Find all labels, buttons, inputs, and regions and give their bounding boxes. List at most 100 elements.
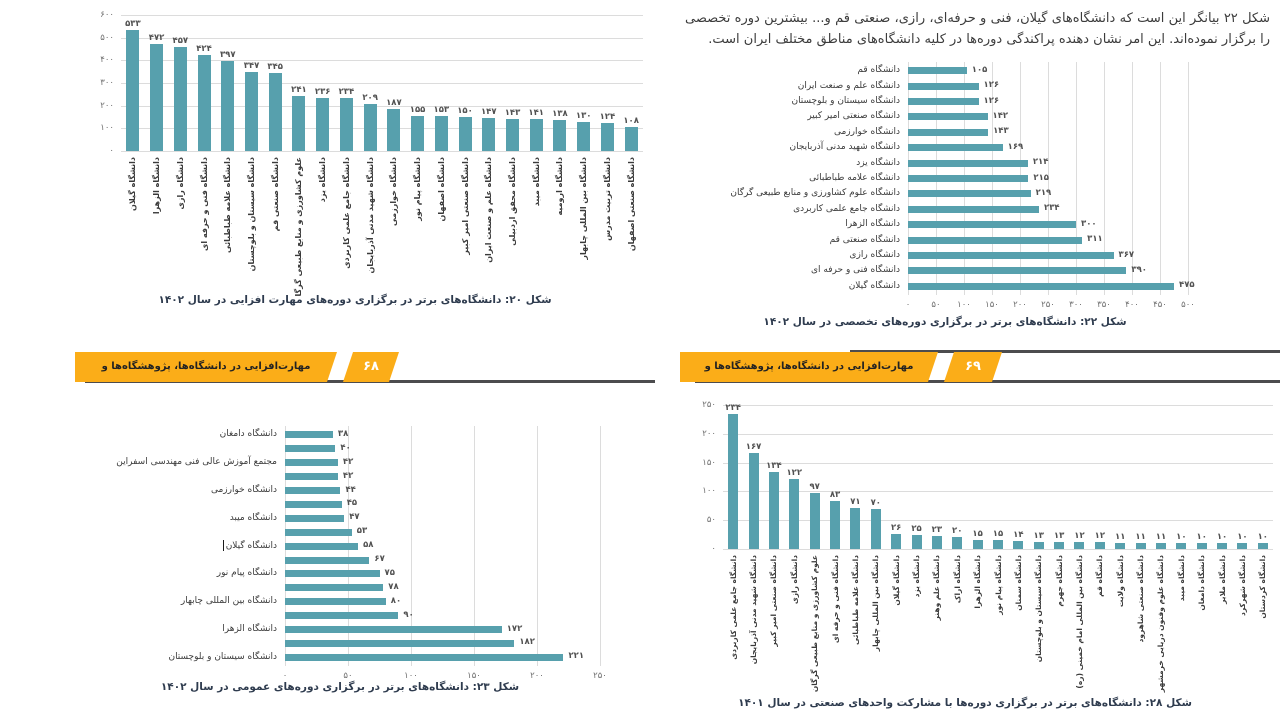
category-label: دانشگاه میبد xyxy=(1176,555,1186,602)
bar xyxy=(339,97,353,151)
category-label: علوم کشاورزی و منابع طبیعی گرگان xyxy=(294,157,304,297)
category-label: دانشگاه یزد xyxy=(912,555,922,598)
bar-value-label: ۲۱۴ xyxy=(1032,157,1049,168)
bar xyxy=(285,626,502,634)
bar xyxy=(285,528,352,536)
bar-value-label: ۱۲۲ xyxy=(786,467,803,478)
category-label: دانشگاه پیام نور xyxy=(993,555,1003,615)
bar xyxy=(600,122,614,151)
bar-value-label: ۳۱۱ xyxy=(1087,234,1103,245)
bar xyxy=(748,452,759,549)
bar xyxy=(285,487,341,495)
category-label: دانشگاه دامغان xyxy=(1197,555,1207,611)
bar-value-label: ۱۷۲ xyxy=(506,623,523,634)
bar xyxy=(173,47,187,151)
category-label: دانشگاه جامع علمی کاربردی xyxy=(728,555,738,660)
category-label: دانشگاه اراک xyxy=(952,555,962,604)
bar xyxy=(908,128,989,136)
bar xyxy=(768,471,779,549)
bar xyxy=(789,478,800,549)
category-label: دانشگاه دامغان xyxy=(219,429,277,440)
bar-value-label: ۴۲ xyxy=(342,456,354,467)
bar-value-label: ۴۵ xyxy=(346,498,358,509)
gridline xyxy=(723,520,1273,522)
gridline xyxy=(121,128,643,130)
gridline xyxy=(121,15,643,16)
category-label: دانشگاه شهید مدنی آذربایجان xyxy=(365,157,375,274)
figure-22-chart: ۰ ۵۰ ۱۰۰ ۱۵۰ ۲۰۰ ۲۵۰ ۳۰۰ ۳۵۰ ۴۰۰ ۴۵۰ ۵۰۰ ۱۰۵ دانشگاه… xyxy=(695,58,1200,310)
x-axis-tick-label: ۵۰ xyxy=(931,300,941,310)
bar xyxy=(285,639,515,647)
bar-value-label: ۱۵ xyxy=(992,529,1004,540)
bar-value-label: ۱۱ xyxy=(1135,531,1146,542)
y-axis-tick-label: ۴۰۰ xyxy=(100,55,114,66)
bar xyxy=(1257,543,1268,549)
category-label: دانشگاه علوم کشاورزی و منابع طبیعی گرگان xyxy=(730,188,900,199)
category-label: دانشگاه صنعتی شاهرود xyxy=(1136,555,1146,643)
y-axis-tick-label: ۲۰۰ xyxy=(702,428,716,439)
category-label: دانشگاه ارومیه xyxy=(555,157,565,216)
category-label: دانشگاه سیستان و بلوچستان xyxy=(1034,555,1044,663)
bar xyxy=(908,282,1174,290)
bar-value-label: ۶۷ xyxy=(374,554,385,565)
bar-value-label: ۴۴ xyxy=(345,484,356,495)
bar xyxy=(553,119,567,151)
bar xyxy=(411,115,425,151)
bar-value-label: ۱۳۰ xyxy=(575,110,592,121)
category-label: دانشگاه علامه طباطبائی xyxy=(850,555,860,645)
x-axis-tick-label: ۱۰۰ xyxy=(957,300,971,310)
bar xyxy=(908,190,1031,198)
y-axis-tick-label: ۶۰۰ xyxy=(100,10,114,20)
bar-value-label: ۱۵۰ xyxy=(457,106,473,116)
bar-value-label: ۱۴ xyxy=(1013,529,1024,540)
y-axis-tick-label: ۰ xyxy=(109,146,114,156)
gridline xyxy=(411,426,412,666)
section-banner-right: مهارت‌افزایی در دانشگاه‌ها، پژوهشگاه‌ها … xyxy=(680,352,938,382)
category-label: دانشگاه تربیت مدرس xyxy=(602,157,612,241)
gridline xyxy=(723,433,1273,435)
bar-value-label: ۸۰ xyxy=(390,595,402,606)
bar-value-label: ۳۶۷ xyxy=(1118,249,1135,260)
bar-value-label: ۱۲ xyxy=(1074,531,1085,542)
category-label: دانشگاه قم xyxy=(1095,555,1105,597)
category-label: دانشگاه شهید مدنی آذربایجان xyxy=(789,142,900,153)
bar-value-label: ۱۴۳ xyxy=(504,107,521,118)
gridline xyxy=(723,462,1273,464)
bar xyxy=(908,221,1076,229)
category-label: دانشگاه سمنان xyxy=(1013,555,1023,611)
bar-value-label: ۹۷ xyxy=(809,482,820,493)
bar-value-label: ۳۰۰ xyxy=(1081,218,1097,229)
category-label: دانشگاه پیام نور xyxy=(413,157,423,221)
gridline xyxy=(1076,62,1077,295)
bar xyxy=(285,514,345,522)
bar-value-label: ۳۸ xyxy=(337,428,349,439)
figure-20-chart: ۰ ۱۰۰ ۲۰۰ ۳۰۰ ۴۰۰ ۵۰۰ ۶۰۰ ۵۳۳ دانشگاه گیلان ۴۷۲ دا… xyxy=(85,5,650,305)
bar xyxy=(150,44,164,151)
bar xyxy=(1135,542,1146,549)
bar xyxy=(908,236,1083,244)
bar-value-label: ۱۳ xyxy=(1033,530,1044,541)
x-axis-tick-label: ۲۵۰ xyxy=(593,671,607,681)
bar-value-label: ۷۸ xyxy=(388,581,399,592)
figure-20-caption: شکل ۲۰: دانشگاه‌های برتر در برگزاری دوره… xyxy=(158,294,552,306)
bar xyxy=(285,598,386,606)
y-axis-tick-label: ۱۰۰ xyxy=(702,486,716,497)
bar-value-label: ۳۹۰ xyxy=(1131,264,1147,275)
bar-value-label: ۱۱ xyxy=(1115,531,1126,542)
x-axis-tick-label: ۰ xyxy=(282,671,288,681)
x-axis-tick-label: ۰ xyxy=(905,300,911,310)
category-label: دانشگاه جهرم xyxy=(1054,555,1064,607)
gridline xyxy=(1188,62,1189,295)
category-label: دانشگاه علم و صنعت ایران xyxy=(484,157,494,263)
bar xyxy=(285,570,380,578)
y-axis-tick-label: ۲۰۰ xyxy=(100,100,114,111)
category-label: دانشگاه شهرکرد xyxy=(1237,555,1247,616)
category-label: دانشگاه علم و صنعت ایران xyxy=(797,80,900,91)
bar-value-label: ۲۰۹ xyxy=(362,92,378,103)
category-label: دانشگاه ولایت xyxy=(1115,555,1125,608)
gridline xyxy=(723,491,1273,493)
category-label: دانشگاه یزد xyxy=(318,157,328,203)
gridline xyxy=(537,426,538,666)
gridline xyxy=(1104,62,1105,295)
